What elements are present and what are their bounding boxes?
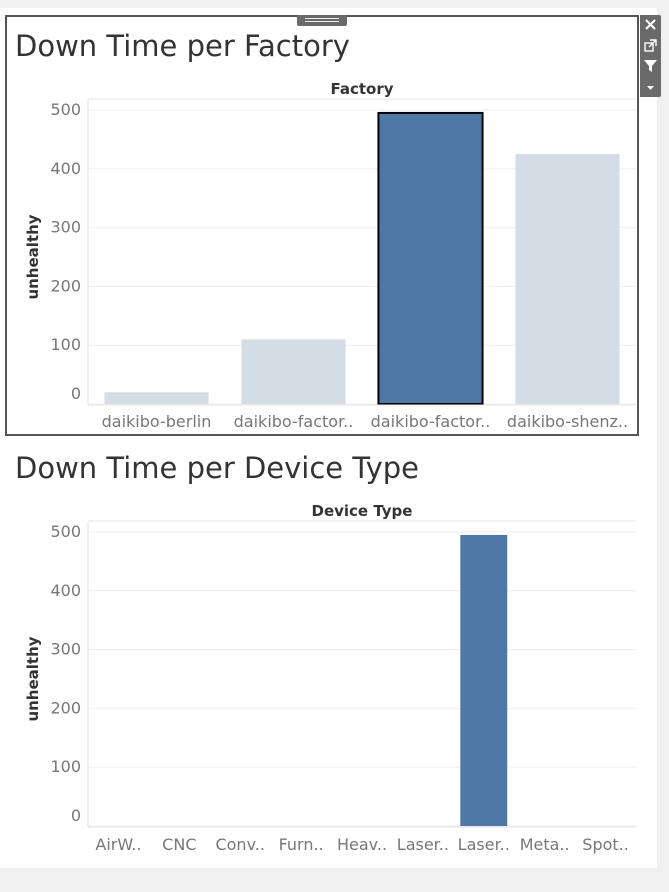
x-category-label: Conv.. bbox=[215, 835, 265, 854]
x-category-label: daikibo-factor.. bbox=[234, 412, 354, 431]
chart-title: Down Time per Factory bbox=[15, 29, 350, 63]
y-tick-label: 400 bbox=[50, 159, 81, 178]
factory-bar-chart: Factory 0 100 200 300 400 500 unhealthy daikibo-… bbox=[24, 80, 636, 431]
popout-icon bbox=[644, 39, 657, 52]
dropdown-icon bbox=[647, 86, 654, 90]
y-tick-label: 200 bbox=[50, 276, 81, 295]
column-header-label: Factory bbox=[330, 80, 393, 98]
y-tick-label: 200 bbox=[50, 698, 81, 717]
y-tick-label: 300 bbox=[50, 218, 81, 237]
x-category-label: CNC bbox=[162, 835, 196, 854]
y-tick-label: 500 bbox=[50, 100, 81, 119]
chart-title: Down Time per Device Type bbox=[15, 451, 419, 485]
y-tick-label: 0 bbox=[71, 806, 81, 825]
x-category-label: daikibo-factor.. bbox=[371, 412, 491, 431]
x-category-label: Furn.. bbox=[279, 835, 324, 854]
grip-line bbox=[305, 18, 339, 19]
worksheet-toolbar bbox=[640, 15, 661, 97]
x-category-label: Heav.. bbox=[337, 835, 387, 854]
y-axis-title: unhealthy bbox=[24, 214, 42, 299]
y-tick-label: 0 bbox=[71, 384, 81, 403]
bar[interactable] bbox=[515, 154, 620, 404]
bar[interactable] bbox=[241, 339, 346, 404]
y-tick-label: 500 bbox=[50, 522, 81, 541]
x-category-label: daikibo-berlin bbox=[102, 412, 212, 431]
bar[interactable] bbox=[460, 534, 508, 826]
more-options-button[interactable] bbox=[640, 77, 661, 97]
x-category-label: Laser.. bbox=[458, 835, 510, 854]
y-tick-label: 100 bbox=[50, 757, 81, 776]
x-category-label: AirW.. bbox=[95, 835, 141, 854]
close-icon bbox=[645, 19, 656, 30]
x-category-label: daikibo-shenz.. bbox=[507, 412, 628, 431]
popout-button[interactable] bbox=[640, 35, 661, 55]
y-axis-title: unhealthy bbox=[24, 636, 42, 721]
filter-button[interactable] bbox=[640, 56, 661, 76]
bar[interactable] bbox=[104, 392, 209, 404]
grip-line bbox=[305, 21, 339, 22]
y-tick-label: 400 bbox=[50, 581, 81, 600]
x-category-label: Spot.. bbox=[582, 835, 629, 854]
column-header-label: Device Type bbox=[312, 502, 413, 520]
y-tick-label: 300 bbox=[50, 640, 81, 659]
drag-handle[interactable] bbox=[297, 15, 347, 26]
close-button[interactable] bbox=[640, 15, 661, 35]
x-category-label: Laser.. bbox=[397, 835, 449, 854]
x-category-label: Meta.. bbox=[520, 835, 570, 854]
y-tick-label: 100 bbox=[50, 335, 81, 354]
filter-icon bbox=[644, 60, 657, 72]
device-type-bar-chart: Device Type 0 100 200 300 400 500 unhealthy AirW… bbox=[24, 502, 636, 854]
bar[interactable] bbox=[377, 111, 484, 405]
